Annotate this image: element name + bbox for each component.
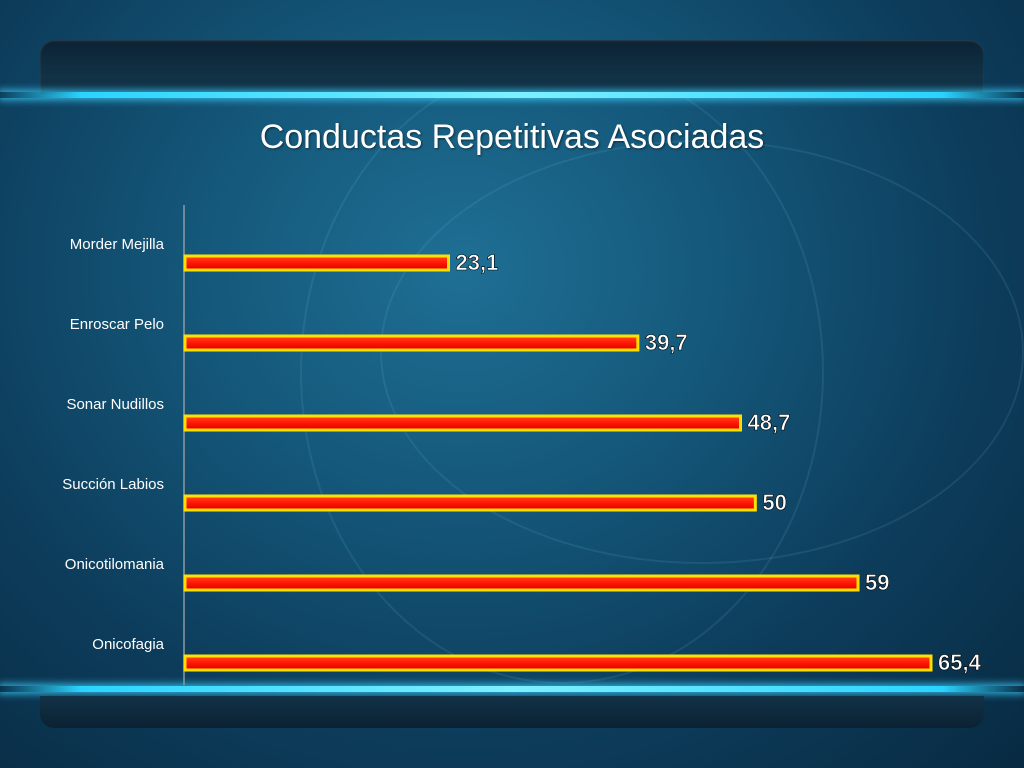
bottom-glow-line — [0, 686, 1024, 692]
bar — [183, 334, 640, 352]
top-glow-line — [0, 92, 1024, 98]
category-label: Sonar Nudillos — [66, 396, 164, 413]
bar — [183, 574, 860, 592]
category-label: Enroscar Pelo — [70, 316, 164, 333]
category-label: Morder Mejilla — [70, 236, 165, 253]
bar — [183, 414, 743, 432]
category-label: Succión Labios — [62, 476, 164, 493]
value-label: 39,7 — [645, 330, 688, 355]
category-label: Onicotilomania — [65, 556, 165, 573]
top-frame-bar — [40, 40, 984, 94]
category-label: Onicofagia — [92, 636, 164, 653]
chart-title: Conductas Repetitivas Asociadas — [259, 118, 765, 156]
bar — [183, 254, 450, 272]
value-label: 50 — [762, 490, 786, 515]
value-label: 23,1 — [455, 250, 498, 275]
bar — [183, 494, 757, 512]
value-label: 59 — [865, 570, 889, 595]
background-swirl — [380, 140, 1024, 564]
bar — [183, 654, 933, 672]
value-label: 65,4 — [938, 650, 982, 675]
value-label: 48,7 — [748, 410, 791, 435]
bottom-frame-bar — [40, 696, 984, 728]
